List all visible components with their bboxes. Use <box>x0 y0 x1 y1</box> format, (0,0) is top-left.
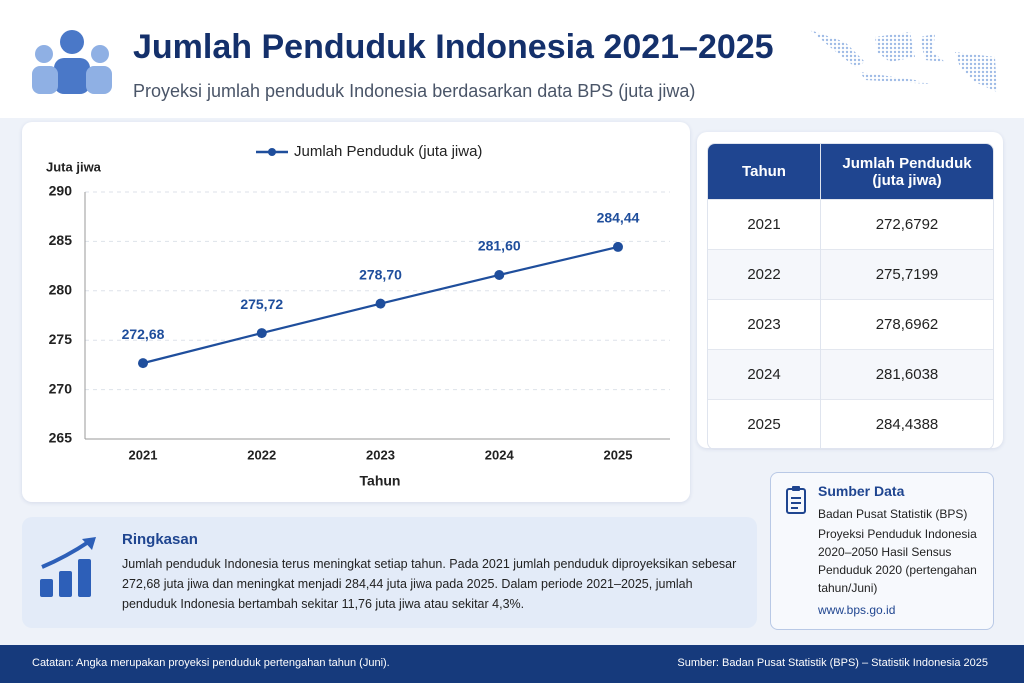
table-cell: 2022 <box>708 249 821 300</box>
x-tick-label: 2025 <box>604 447 633 462</box>
footer: Catatan: Angka merupakan proyeksi pendud… <box>0 645 1024 683</box>
header: Jumlah Penduduk Indonesia 2021–2025 Proy… <box>0 0 1024 118</box>
legend-marker <box>268 148 276 156</box>
data-label: 275,72 <box>240 296 283 312</box>
table-cell: 278,6962 <box>820 299 993 350</box>
data-label: 284,44 <box>597 210 640 226</box>
table-row: 2021 272,6792 <box>708 199 993 250</box>
x-tick-label: 2021 <box>129 447 158 462</box>
source-title: Sumber Data <box>818 483 905 499</box>
x-tick-label: 2023 <box>366 447 395 462</box>
table-row: 2022 275,7199 <box>708 249 993 300</box>
point <box>375 298 386 309</box>
y-tick-label: 290 <box>49 183 73 199</box>
x-tick-label: 2022 <box>247 447 276 462</box>
y-tick-label: 275 <box>49 331 73 347</box>
growth-icon <box>40 537 96 597</box>
table-row: 2023 278,6962 <box>708 299 993 350</box>
y-tick-label: 265 <box>49 430 73 446</box>
summary-card: Ringkasan Jumlah penduduk Indonesia teru… <box>22 517 757 628</box>
point <box>613 241 623 252</box>
data-label: 272,68 <box>122 326 165 342</box>
table: Tahun Jumlah Penduduk (juta jiwa) 2021 27… <box>708 144 993 449</box>
y-axis-label: Juta jiwa <box>46 159 102 174</box>
clipboard-icon <box>786 486 806 514</box>
subtitle: Proyeksi jumlah penduduk Indonesia berda… <box>133 81 696 101</box>
y-tick-label: 280 <box>49 282 73 298</box>
point <box>138 358 148 369</box>
y-tick-label: 270 <box>49 380 73 396</box>
table-cell: 2023 <box>708 299 821 350</box>
source-line: Proyeksi Penduduk Indonesia 2020–2050 Ha… <box>818 527 977 595</box>
legend-label: Jumlah Penduduk (juta jiwa) <box>294 143 482 160</box>
table-cell: 275,7199 <box>820 249 993 300</box>
source-link[interactable]: www.bps.go.id <box>818 603 896 617</box>
table-row: 2025 284,4388 <box>708 399 993 449</box>
table-wrap: Tahun Jumlah Penduduk (juta jiwa) 2021 27… <box>707 143 994 450</box>
data-label: 278,70 <box>359 266 402 282</box>
chart: Juta jiwa Tahun 265 270 275 280 285 290 2021 20… <box>46 143 670 489</box>
x-tick-label: 2024 <box>485 447 515 462</box>
title: Jumlah Penduduk Indonesia 2021–2025 <box>133 28 774 66</box>
table-header: Jumlah Penduduk (juta jiwa) <box>820 144 993 200</box>
table-cell: 272,6792 <box>820 199 993 250</box>
table-cell: 2021 <box>708 199 821 250</box>
point <box>256 328 267 339</box>
x-axis-label: Tahun <box>360 473 401 489</box>
table-cell: 2025 <box>708 399 821 449</box>
data-label: 281,60 <box>478 238 521 254</box>
footer-note: Catatan: Angka merupakan proyeksi pendud… <box>32 657 390 669</box>
y-tick-label: 285 <box>49 232 73 248</box>
point <box>494 269 505 280</box>
people-icon <box>32 30 112 94</box>
table-cell: 284,4388 <box>820 399 993 449</box>
table-row: 2024 281,6038 <box>708 349 993 400</box>
footer-source: Sumber: Badan Pusat Statistik (BPS) – St… <box>677 657 988 669</box>
table-cell: 281,6038 <box>820 349 993 400</box>
source-line: Badan Pusat Statistik (BPS) <box>818 507 968 521</box>
summary-text: Jumlah penduduk Indonesia terus meningka… <box>122 557 737 611</box>
map-decoration <box>810 30 997 92</box>
table-card: Tahun Jumlah Penduduk (juta jiwa) 2021 27… <box>697 132 1003 450</box>
source-card: Sumber Data Badan Pusat Statistik (BPS) … <box>770 472 994 630</box>
summary-title: Ringkasan <box>122 531 198 548</box>
table-cell: 2024 <box>708 349 821 400</box>
table-header: Tahun <box>708 144 821 200</box>
